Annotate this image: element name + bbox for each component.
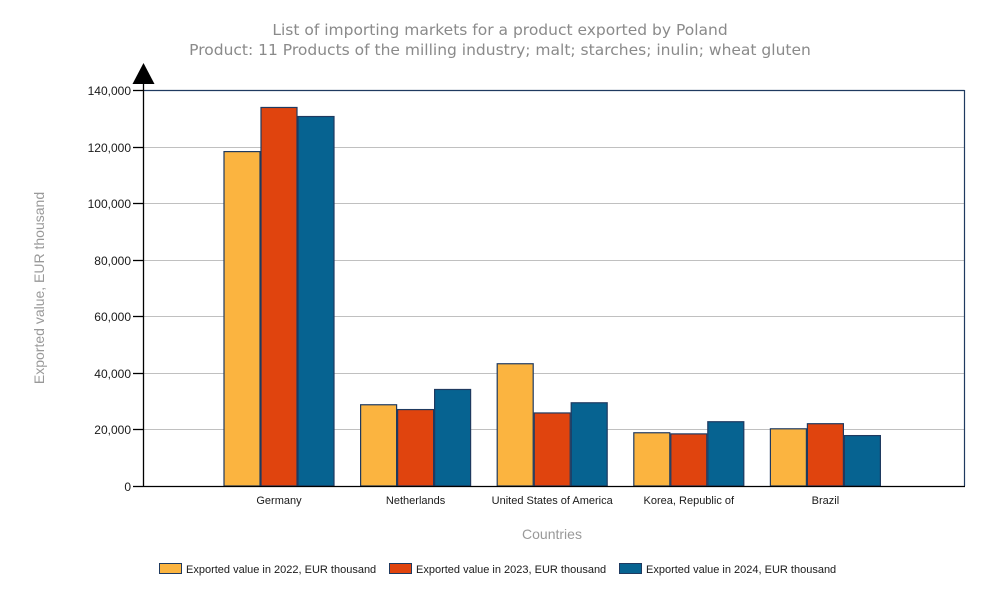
y-axis-title: Exported value, EUR thousand (31, 192, 47, 384)
chart-title: List of importing markets for a product … (272, 21, 727, 39)
legend-swatch (159, 563, 182, 574)
x-axis-title: Countries (522, 526, 582, 542)
bar-united-states-of-america-2 (533, 412, 571, 487)
legend-label: Exported value in 2023, EUR thousand (416, 564, 606, 576)
bar-germany-3 (297, 115, 335, 487)
bar-netherlands-3 (434, 388, 472, 487)
bar-netherlands-2 (397, 408, 435, 487)
x-tick-label: Korea, Republic of (644, 495, 735, 507)
y-tick-label: 140,000 (88, 84, 132, 98)
y-tick-label: 20,000 (94, 423, 131, 437)
x-tick-label: United States of America (492, 495, 614, 507)
bars (223, 106, 882, 487)
y-tick-label: 60,000 (94, 310, 131, 324)
bar-brazil-2 (806, 423, 845, 487)
y-tick-label: 100,000 (88, 197, 132, 211)
bar-korea-republic-of-3 (707, 421, 745, 487)
legend-label: Exported value in 2024, EUR thousand (646, 564, 836, 576)
bar-germany-1 (223, 150, 261, 487)
x-axis-labels: Germany Netherlands United States of Ameri… (256, 495, 839, 507)
bar-netherlands-1 (360, 404, 398, 487)
y-tick-label: 0 (124, 480, 131, 494)
y-axis-arrow-icon (132, 63, 155, 84)
bar-brazil-3 (843, 434, 882, 487)
legend: Exported value in 2022, EUR thousand Expo… (159, 563, 836, 576)
bar-korea-republic-of-2 (670, 433, 708, 487)
bar-united-states-of-america-1 (496, 363, 534, 487)
legend-swatch (389, 563, 412, 574)
chart-subtitle: Product: 11 Products of the milling indu… (189, 41, 811, 59)
bar-united-states-of-america-3 (570, 402, 608, 487)
legend-swatch (619, 563, 642, 574)
bar-korea-republic-of-1 (633, 432, 671, 487)
bar-germany-2 (260, 106, 298, 487)
y-tick-label: 80,000 (94, 254, 131, 268)
y-axis-ticks: 0 20,000 40,000 60,000 80,000 100,000 120,000 1… (88, 84, 143, 494)
x-tick-label: Germany (256, 495, 302, 507)
x-tick-label: Netherlands (386, 495, 446, 507)
x-tick-label: Brazil (812, 495, 840, 507)
bar-brazil-1 (769, 428, 808, 487)
y-tick-label: 120,000 (88, 141, 132, 155)
plot-frame (132, 63, 966, 488)
y-tick-label: 40,000 (94, 367, 131, 381)
legend-label: Exported value in 2022, EUR thousand (186, 564, 376, 576)
